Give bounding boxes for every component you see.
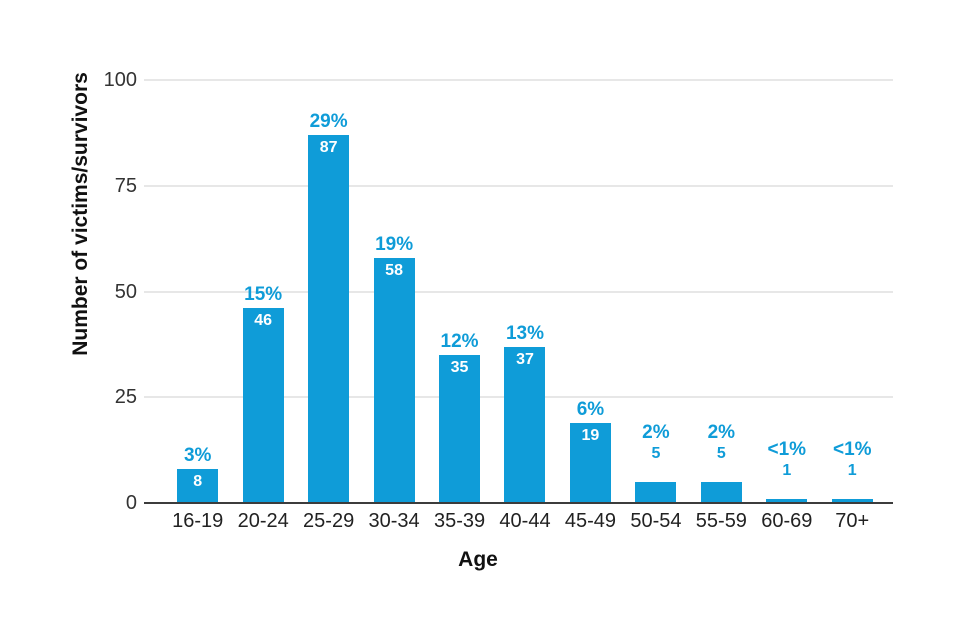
percent-label: <1% bbox=[767, 438, 807, 460]
count-label: 5 bbox=[651, 444, 661, 462]
bar-group: 3% 8 bbox=[165, 80, 230, 503]
percent-label: 12% bbox=[440, 330, 479, 352]
bar-group: 6% 19 bbox=[558, 80, 623, 503]
x-tick-label: 20-24 bbox=[237, 510, 289, 532]
x-tick-label: 50-54 bbox=[630, 510, 682, 532]
y-tick-label: 100 bbox=[103, 69, 137, 91]
percent-label: <1% bbox=[832, 438, 872, 460]
count-label: 37 bbox=[516, 350, 534, 368]
x-tick-label: 16-19 bbox=[172, 510, 224, 532]
percent-label: 19% bbox=[375, 233, 414, 255]
gridline bbox=[144, 290, 893, 293]
x-tick-label: 35-39 bbox=[433, 510, 486, 532]
count-label: 1 bbox=[782, 461, 792, 479]
y-axis-title: Number of victims/survivors bbox=[69, 72, 92, 356]
bar: 35 bbox=[439, 354, 481, 503]
x-tick-label: 25-29 bbox=[303, 510, 355, 532]
bar: 87 bbox=[308, 135, 350, 503]
bar-group: <1% 1 bbox=[820, 80, 885, 503]
percent-label: 2% bbox=[642, 421, 670, 443]
y-tick-label: 0 bbox=[125, 492, 137, 514]
percent-label: 6% bbox=[576, 398, 605, 420]
count-label: 5 bbox=[716, 444, 726, 462]
count-label: 1 bbox=[847, 461, 857, 479]
bar: 37 bbox=[504, 346, 546, 503]
count-label: 58 bbox=[385, 261, 403, 279]
percent-label: 3% bbox=[183, 445, 212, 467]
count-label: 8 bbox=[193, 473, 203, 491]
bar-group: <1% 1 bbox=[754, 80, 819, 503]
bar-group: 19% 58 bbox=[361, 80, 426, 503]
x-axis-line bbox=[144, 502, 893, 504]
bar-group: 2% 5 bbox=[623, 80, 688, 503]
y-tick-label: 75 bbox=[114, 174, 137, 197]
bar-group: 29% 87 bbox=[296, 80, 361, 503]
count-label: 35 bbox=[450, 358, 469, 376]
percent-label: 13% bbox=[505, 322, 544, 344]
bar: 8 bbox=[177, 469, 219, 503]
bar bbox=[635, 481, 677, 503]
gridline bbox=[144, 79, 893, 81]
percent-label: 29% bbox=[309, 111, 348, 132]
x-tick-label: 30-34 bbox=[368, 510, 420, 532]
y-tick-label: 50 bbox=[114, 280, 137, 303]
count-label: 87 bbox=[319, 139, 338, 156]
percent-label: 2% bbox=[707, 421, 736, 443]
x-tick-label: 60-69 bbox=[761, 510, 813, 532]
bar bbox=[700, 481, 742, 503]
count-label: 46 bbox=[254, 312, 273, 330]
x-axis-title: Age bbox=[458, 548, 498, 571]
bar-group: 2% 5 bbox=[689, 80, 754, 503]
x-tick-label: 40-44 bbox=[499, 510, 551, 532]
bar: 58 bbox=[373, 257, 415, 503]
x-tick-label: 70+ bbox=[835, 510, 870, 532]
x-tick-label: 55-59 bbox=[695, 510, 747, 532]
percent-label: 15% bbox=[244, 284, 283, 306]
bar bbox=[766, 498, 808, 503]
bar-group: 15% 46 bbox=[230, 80, 295, 503]
y-tick-label: 25 bbox=[114, 386, 137, 409]
x-tick-label: 45-49 bbox=[564, 510, 617, 532]
bar: 19 bbox=[569, 422, 611, 503]
bars-area: 3% 8 15% 46 29% 87 19% 58 12% 35 13% 37 6% 19 2% 5 2% 5 <1… bbox=[165, 80, 885, 503]
bar bbox=[831, 498, 873, 503]
gridline bbox=[144, 184, 893, 187]
bar: 46 bbox=[242, 308, 284, 503]
bar-group: 13% 37 bbox=[492, 80, 557, 503]
count-label: 19 bbox=[581, 426, 600, 444]
bar-group: 12% 35 bbox=[427, 80, 492, 503]
